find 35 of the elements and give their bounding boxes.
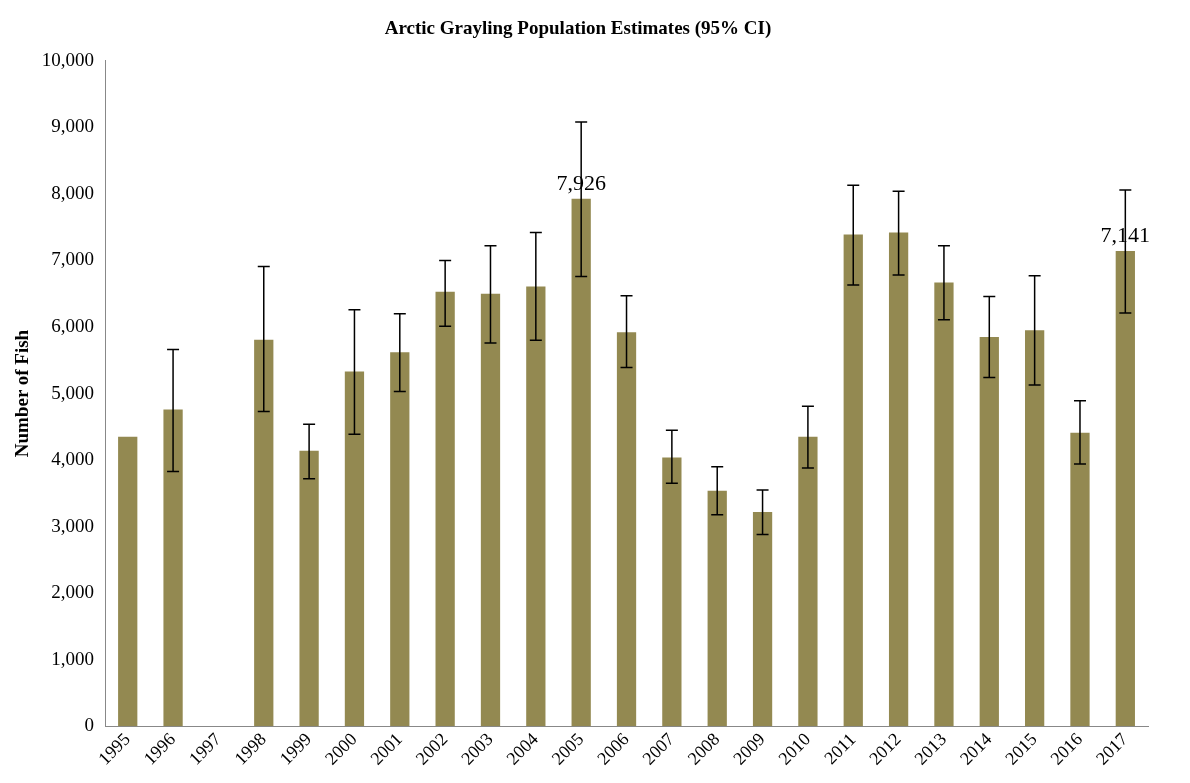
bar xyxy=(435,291,455,727)
y-tick-label: 4,000 xyxy=(51,448,95,470)
bar xyxy=(571,198,591,727)
y-axis-title: Number of Fish xyxy=(11,329,33,458)
y-tick-label: 9,000 xyxy=(51,115,95,137)
bar xyxy=(390,352,410,727)
y-tick-label: 1,000 xyxy=(51,647,95,669)
bar xyxy=(118,436,138,727)
y-tick-label: 6,000 xyxy=(51,314,95,336)
bar xyxy=(707,490,727,727)
y-tick-label: 10,000 xyxy=(41,48,95,70)
bar xyxy=(888,232,909,727)
y-tick-label: 7,000 xyxy=(51,248,95,270)
bar xyxy=(344,371,365,727)
bar xyxy=(526,286,546,727)
bar xyxy=(1115,251,1135,727)
bar xyxy=(299,450,319,727)
y-tick-label: 8,000 xyxy=(51,181,95,203)
bar xyxy=(662,457,682,727)
y-tick-label: 0 xyxy=(84,714,95,736)
chart-title: Arctic Grayling Population Estimates (95% CI) xyxy=(384,17,772,40)
bar xyxy=(798,436,818,727)
bar xyxy=(254,339,274,727)
y-tick-label: 5,000 xyxy=(51,381,95,403)
bar xyxy=(163,409,183,727)
bar xyxy=(1070,432,1090,727)
bar xyxy=(1025,330,1045,727)
bar xyxy=(979,336,999,727)
y-tick-label: 2,000 xyxy=(51,581,95,603)
bar xyxy=(843,234,863,727)
y-tick-label: 3,000 xyxy=(51,514,95,536)
bar xyxy=(752,511,773,727)
bar xyxy=(616,332,637,727)
bar xyxy=(934,282,954,727)
bar xyxy=(480,293,501,727)
